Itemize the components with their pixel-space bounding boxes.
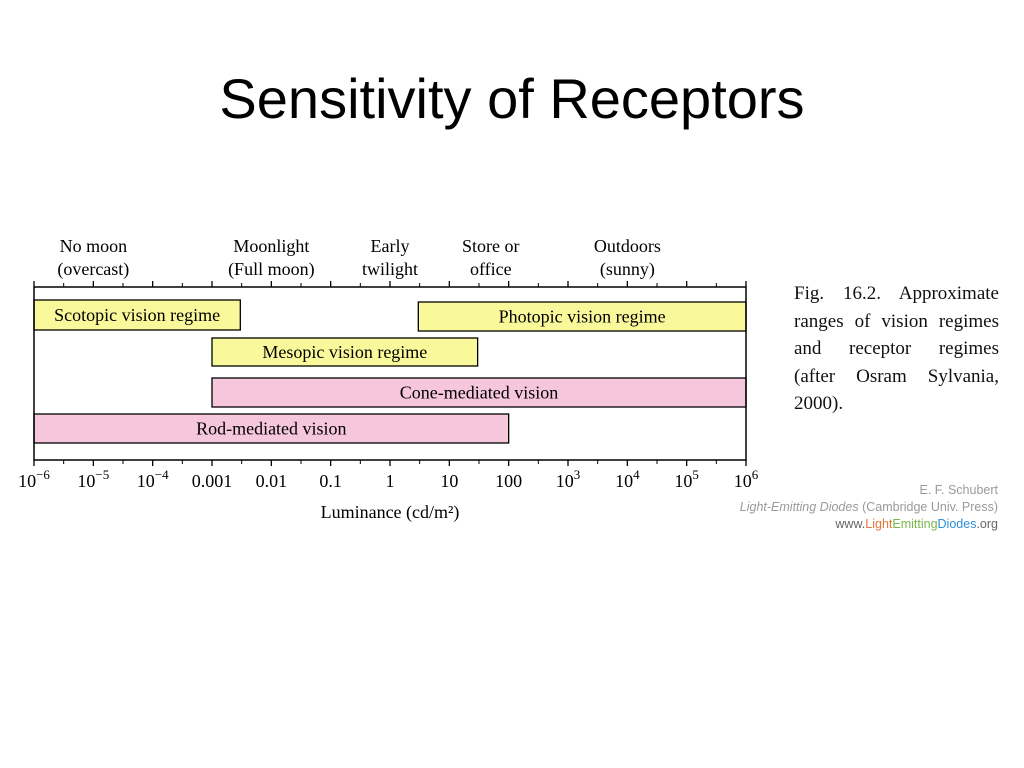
tick-label: 100 <box>495 471 522 491</box>
axis-tick-labels: 10−6 10−5 10−4 0.001 0.01 0.1 1 10 100 103 104 105 1… <box>18 467 759 491</box>
condition-label-moonlight: Moonlight <box>233 236 309 256</box>
bar-label-rod-mediated-vision: Rod-mediated vision <box>196 419 346 439</box>
tick-label: 104 <box>615 467 640 491</box>
credit-url-part2: Emitting <box>892 517 938 531</box>
condition-label-outdoors: Outdoors <box>594 236 661 256</box>
tick-label: 10−4 <box>137 467 169 491</box>
credit-author: E. F. Schubert <box>919 483 998 497</box>
condition-label-early: Early <box>371 236 410 256</box>
tick-label: 0.1 <box>319 471 342 491</box>
credit-url-prefix: www. <box>835 517 866 531</box>
tick-label: 106 <box>734 467 759 491</box>
condition-label-no-moon: No moon <box>60 236 128 256</box>
tick-label: 105 <box>674 467 699 491</box>
slide-title: Sensitivity of Receptors <box>219 67 805 130</box>
illumination-condition-labels: No moon (overcast) Moonlight (Full moon) Ear… <box>57 236 660 280</box>
axis-ticks <box>33 281 747 466</box>
regime-bars: Scotopic vision regime Photopic vision re… <box>33 299 747 444</box>
tick-label: 0.01 <box>256 471 288 491</box>
credit-url-part1: Light <box>865 517 893 531</box>
tick-label: 1 <box>386 471 395 491</box>
credit-url-part3: Diodes <box>937 517 977 531</box>
credit-url[interactable]: www.LightEmittingDiodes.org <box>690 516 998 533</box>
bar-cone-mediated-vision <box>211 377 747 408</box>
source-credit: E. F. Schubert Light-Emitting Diodes (Ca… <box>690 482 998 533</box>
condition-label-outdoors: (sunny) <box>600 259 655 280</box>
figure-caption: Fig. 16.2. Approximate ranges of vision … <box>794 283 999 414</box>
x-axis-label: Luminance (cd/m²) <box>321 502 460 523</box>
bar-label-scotopic-vision-regime: Scotopic vision regime <box>54 305 220 325</box>
credit-book-title: Light-Emitting Diodes <box>739 500 859 514</box>
bar-photopic-vision-regime <box>417 301 747 332</box>
tick-label: 10−5 <box>77 467 109 491</box>
condition-label-no-moon: (overcast) <box>57 259 129 280</box>
tick-label: 103 <box>556 467 581 491</box>
bar-mesopic-vision-regime <box>211 337 479 367</box>
credit-publisher: (Cambridge Univ. Press) <box>862 500 998 514</box>
condition-label-store-or: Store or <box>462 236 520 256</box>
condition-label-store-or: office <box>470 259 512 279</box>
bar-label-mesopic-vision-regime: Mesopic vision regime <box>262 342 427 362</box>
tick-label: 0.001 <box>192 471 233 491</box>
credit-url-suffix: .org <box>976 517 998 531</box>
condition-label-early: twilight <box>362 259 418 279</box>
bar-label-cone-mediated-vision: Cone-mediated vision <box>400 383 558 403</box>
tick-label: 10 <box>440 471 458 491</box>
condition-label-moonlight: (Full moon) <box>228 259 315 280</box>
bar-label-photopic-vision-regime: Photopic vision regime <box>499 307 666 327</box>
tick-label: 10−6 <box>18 467 50 491</box>
